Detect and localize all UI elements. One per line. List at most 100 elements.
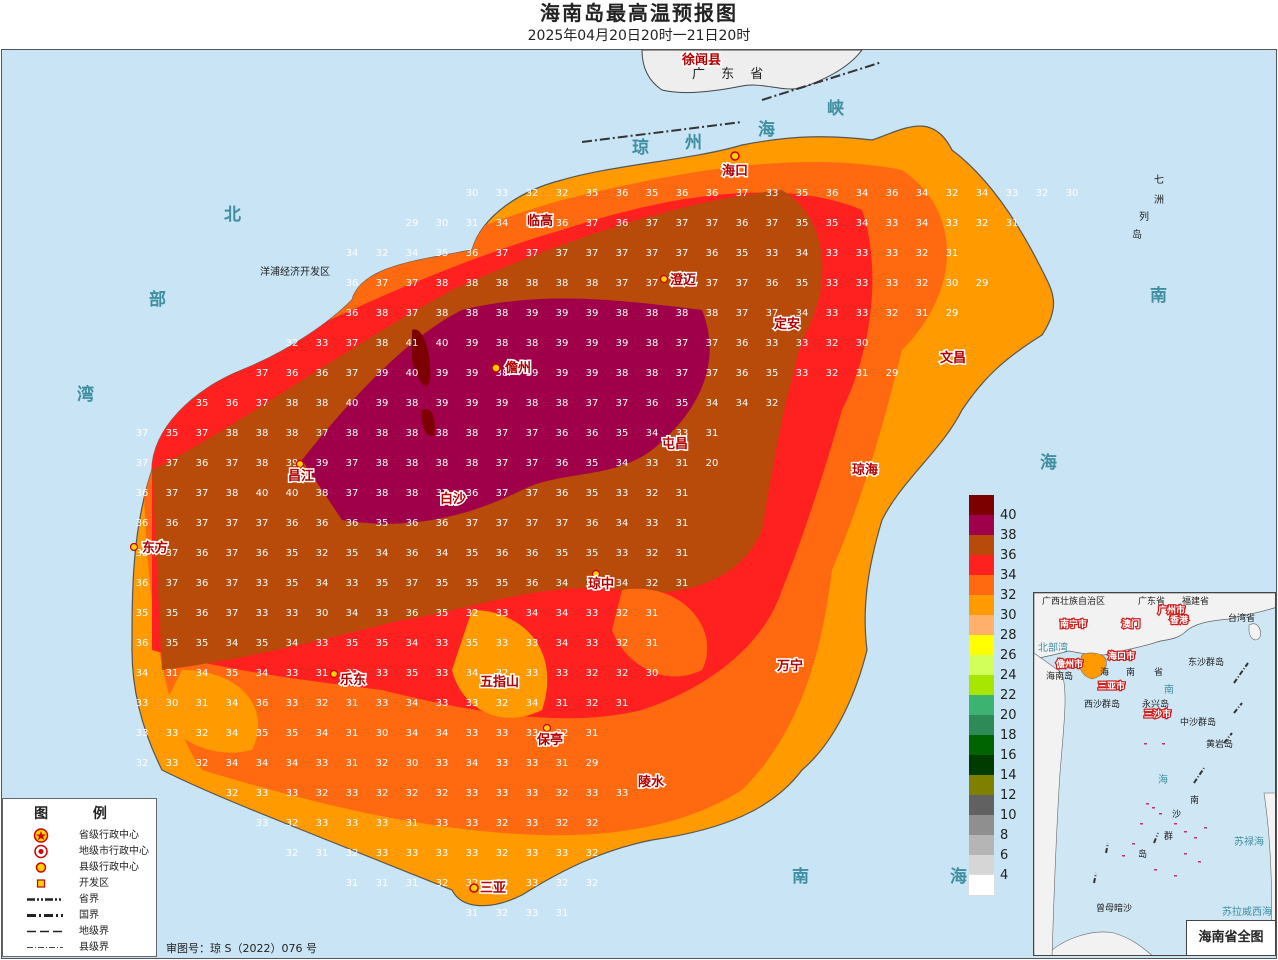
grid-temperature-value: 33 — [406, 848, 419, 859]
grid-temperature-value: 34 — [496, 218, 509, 229]
grid-temperature-value: 38 — [496, 368, 509, 379]
inset-mainland — [1034, 593, 1275, 660]
grid-temperature-value: 32 — [826, 338, 839, 349]
grid-temperature-value: 38 — [556, 398, 569, 409]
grid-temperature-value: 37 — [526, 458, 539, 469]
grid-temperature-value: 40 — [346, 398, 359, 409]
grid-temperature-value: 32 — [436, 788, 449, 799]
grid-temperature-value: 31 — [1006, 218, 1019, 229]
grid-temperature-value: 33 — [466, 848, 479, 859]
grid-temperature-value: 33 — [496, 788, 509, 799]
legend-color-swatch — [969, 675, 994, 695]
grid-temperature-value: 33 — [526, 878, 539, 889]
grid-temperature-value: 37 — [616, 398, 629, 409]
grid-temperature-value: 37 — [646, 278, 659, 289]
zone-40 — [412, 329, 431, 387]
grid-temperature-value: 36 — [466, 488, 479, 499]
grid-temperature-value: 37 — [196, 428, 209, 439]
city-marker-baoting — [542, 723, 552, 733]
legend-text-county: 县级行政中心 — [79, 862, 139, 873]
sea-label-bu: 部 — [149, 289, 166, 310]
grid-temperature-value: 37 — [556, 248, 569, 259]
grid-temperature-value: 33 — [616, 788, 629, 799]
grid-temperature-value: 34 — [916, 188, 929, 199]
grid-temperature-value: 36 — [706, 188, 719, 199]
legend-color-label: 8 — [1000, 828, 1009, 843]
grid-temperature-value: 33 — [346, 578, 359, 589]
legend-color-swatch — [968, 874, 995, 896]
inset-label-zhongsha: 中沙群岛 — [1180, 716, 1216, 728]
inset-taiwan — [1248, 623, 1261, 641]
grid-temperature-value: 37 — [466, 518, 479, 529]
grid-temperature-value: 36 — [556, 458, 569, 469]
grid-temperature-value: 37 — [706, 278, 719, 289]
grid-temperature-value: 32 — [916, 248, 929, 259]
sea-label-nan-1: 南 — [1150, 285, 1167, 306]
grid-temperature-value: 36 — [136, 488, 149, 499]
grid-temperature-value: 33 — [256, 578, 269, 589]
grid-temperature-value: 35 — [166, 608, 179, 619]
grid-temperature-value: 39 — [436, 368, 449, 379]
grid-temperature-value: 34 — [616, 518, 629, 529]
city-label-changjiang: 昌江 — [288, 468, 314, 484]
grid-temperature-value: 31 — [466, 218, 479, 229]
national-boundary-icon — [27, 914, 63, 917]
grid-temperature-value: 36 — [526, 578, 539, 589]
grid-temperature-value: 32 — [616, 608, 629, 619]
grid-temperature-value: 33 — [826, 248, 839, 259]
legend-color-swatch — [969, 515, 994, 535]
grid-temperature-value: 35 — [346, 548, 359, 559]
grid-temperature-value: 32 — [496, 818, 509, 829]
grid-temperature-value: 32 — [916, 278, 929, 289]
grid-temperature-value: 33 — [526, 728, 539, 739]
grid-temperature-value: 33 — [526, 788, 539, 799]
inset-label-zengmu: 曾母暗沙 — [1096, 902, 1132, 914]
grid-temperature-value: 34 — [466, 758, 479, 769]
grid-temperature-value: 33 — [586, 608, 599, 619]
grid-temperature-value: 39 — [376, 398, 389, 409]
grid-temperature-value: 31 — [676, 548, 689, 559]
grid-temperature-value: 33 — [466, 818, 479, 829]
grid-temperature-value: 31 — [316, 848, 329, 859]
grid-temperature-value: 33 — [286, 788, 299, 799]
grid-temperature-value: 33 — [346, 818, 359, 829]
grid-temperature-value: 32 — [586, 698, 599, 709]
grid-temperature-value: 36 — [406, 548, 419, 559]
grid-temperature-value: 35 — [796, 188, 809, 199]
grid-temperature-value: 31 — [556, 698, 569, 709]
grid-temperature-value: 33 — [316, 338, 329, 349]
grid-temperature-value: 32 — [556, 818, 569, 829]
city-label-lingshui: 陵水 — [638, 774, 665, 790]
grid-temperature-value: 32 — [646, 488, 659, 499]
grid-temperature-value: 37 — [226, 518, 239, 529]
grid-temperature-value: 39 — [586, 338, 599, 349]
grid-temperature-value: 38 — [526, 278, 539, 289]
grid-temperature-value: 37 — [676, 218, 689, 229]
grid-temperature-value: 38 — [406, 428, 419, 439]
city-markers: 海口 临高 澄迈 定安 文昌 儋州 屯昌 琼海 昌江 白沙 东方 琼中 万宁 乐… — [129, 151, 968, 898]
grid-temperature-value: 37 — [496, 518, 509, 529]
city-label-ledong: 乐东 — [340, 672, 366, 688]
grid-temperature-value: 37 — [226, 548, 239, 559]
grid-temperature-value: 31 — [316, 668, 329, 679]
grid-temperature-value: 35 — [376, 518, 389, 529]
grid-temperature-value: 36 — [826, 188, 839, 199]
grid-temperature-value: 39 — [586, 368, 599, 379]
grid-temperature-value: 33 — [496, 638, 509, 649]
grid-temperature-value: 33 — [436, 668, 449, 679]
legend-text-national-boundary: 国界 — [79, 910, 99, 921]
grid-temperature-value: 36 — [436, 518, 449, 529]
grid-temperature-value: 32 — [316, 548, 329, 559]
grid-temperature-value: 31 — [616, 698, 629, 709]
grid-temperature-value: 32 — [406, 788, 419, 799]
grid-temperature-value: 34 — [796, 248, 809, 259]
grid-temperature-value: 39 — [436, 398, 449, 409]
grid-temperature-value: 36 — [196, 578, 209, 589]
grid-temperature-value: 34 — [226, 698, 239, 709]
grid-temperature-value: 33 — [586, 638, 599, 649]
grid-temperature-value: 38 — [376, 308, 389, 319]
grid-temperature-value: 32 — [466, 878, 479, 889]
grid-temperature-value: 38 — [376, 338, 389, 349]
grid-temperature-value: 33 — [586, 788, 599, 799]
grid-temperature-value: 32 — [526, 188, 539, 199]
